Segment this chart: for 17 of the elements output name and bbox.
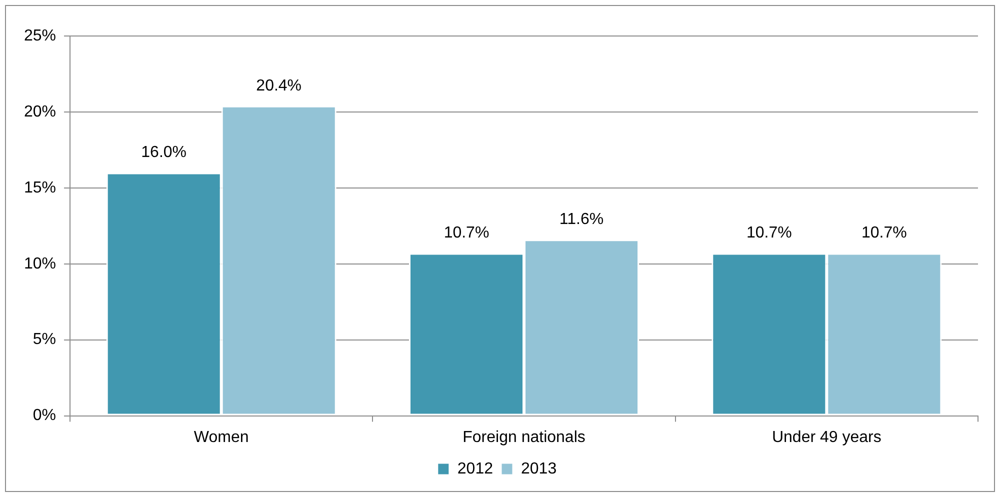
legend-label: 2012: [457, 460, 494, 478]
data-label: 10.7%: [861, 224, 907, 242]
y-tick-label: 5%: [32, 331, 56, 348]
legend-label: 2013: [521, 460, 557, 478]
data-label: 10.7%: [746, 224, 792, 242]
y-tick-label: 15%: [24, 179, 56, 196]
data-label: 11.6%: [559, 210, 604, 228]
data-label: 16.0%: [141, 144, 187, 162]
x-tick-label: Foreign nationals: [462, 428, 586, 446]
x-tick-label: Women: [194, 428, 249, 446]
y-tick-label: 20%: [24, 103, 56, 120]
data-label: 10.7%: [444, 224, 490, 242]
x-tick-label: Under 49 years: [772, 428, 882, 446]
data-label: 20.4%: [256, 77, 302, 94]
y-tick-label: 0%: [32, 407, 56, 424]
y-tick-label: 25%: [24, 27, 56, 44]
y-tick-label: 10%: [24, 255, 56, 272]
